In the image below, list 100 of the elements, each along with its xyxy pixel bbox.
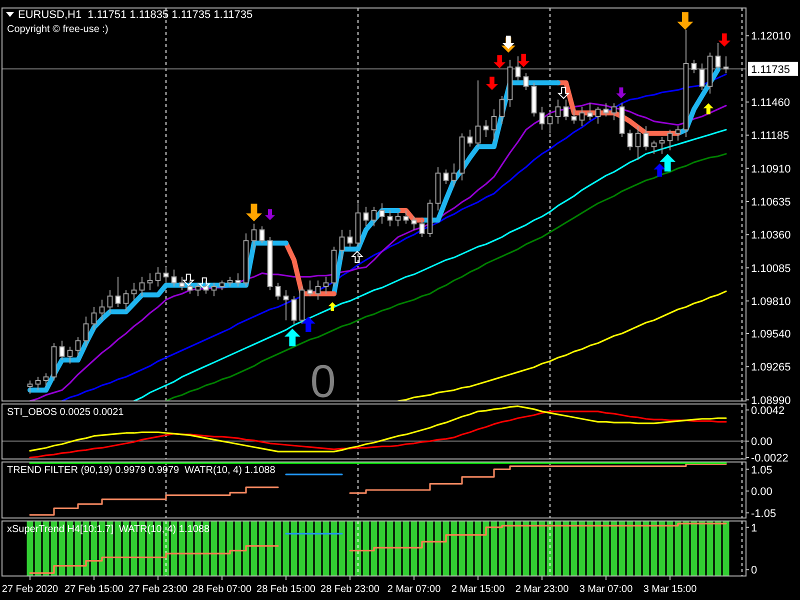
candlestick xyxy=(627,129,633,151)
candlestick xyxy=(563,99,569,121)
candlestick xyxy=(67,346,73,364)
y-tick-label: -1.05 xyxy=(751,508,776,520)
candlestick xyxy=(27,380,33,394)
candlestick xyxy=(107,290,113,314)
x-tick-label: 2 Mar 23:00 xyxy=(515,584,570,595)
y-tick-label: 0.00 xyxy=(751,486,772,498)
candlestick xyxy=(651,140,657,154)
candlestick xyxy=(123,290,129,312)
annotation: 0 xyxy=(310,355,336,407)
candlestick xyxy=(43,372,49,388)
x-tick-label: 27 Feb 2020 xyxy=(2,584,59,595)
y-tick-label: 1.05 xyxy=(751,464,772,476)
candlestick xyxy=(595,106,601,124)
candlestick xyxy=(611,102,617,121)
candlestick xyxy=(419,220,425,238)
candlestick xyxy=(379,202,385,224)
candlestick xyxy=(115,276,121,308)
candlestick xyxy=(179,276,185,291)
candlestick xyxy=(499,96,505,124)
candlestick xyxy=(59,340,65,361)
candlestick xyxy=(307,280,313,297)
chart-title: EURUSD,H1 1.11751 1.11835 1.11735 1.11735 xyxy=(18,9,253,21)
candlestick xyxy=(491,108,497,142)
y-tick-label: 1.09810 xyxy=(751,296,791,308)
candlestick xyxy=(699,62,705,90)
y-tick-label: 1.10635 xyxy=(751,196,791,208)
candlestick xyxy=(187,280,193,294)
candlestick xyxy=(691,59,697,74)
candlestick xyxy=(411,216,417,230)
candlestick xyxy=(235,272,241,287)
candlestick xyxy=(603,102,609,117)
candlestick xyxy=(131,282,137,300)
y-tick-label: 1.08990 xyxy=(751,394,791,407)
candlestick xyxy=(555,99,561,124)
y-tick-label: 1.11185 xyxy=(751,130,790,142)
candlestick xyxy=(659,136,665,154)
candlestick xyxy=(171,269,177,287)
candlestick xyxy=(91,306,97,330)
candlestick xyxy=(195,282,201,297)
candlestick xyxy=(635,126,641,160)
candlestick xyxy=(227,276,233,287)
candlestick xyxy=(587,102,593,121)
y-tick-label: 1.12010 xyxy=(751,30,791,43)
y-tick-label: 1.10360 xyxy=(751,230,791,242)
candlestick xyxy=(211,282,217,297)
x-tick-label: 27 Feb 23:00 xyxy=(128,584,188,595)
candlestick xyxy=(475,80,481,148)
x-tick-label: 2 Mar 15:00 xyxy=(451,584,506,595)
candlestick xyxy=(387,210,393,227)
y-tick-label: 1.09265 xyxy=(751,362,791,374)
candlestick xyxy=(251,223,257,251)
line-series xyxy=(397,290,727,401)
x-tick-label: 27 Feb 15:00 xyxy=(64,584,124,595)
x-tick-label: 28 Feb 07:00 xyxy=(192,584,252,595)
annotation: Copyright © free-use :) xyxy=(7,24,108,35)
ref-line-label: 1.11735 xyxy=(751,64,790,76)
candlestick xyxy=(35,376,41,391)
candlestick xyxy=(467,129,473,148)
x-tick-label: 28 Feb 23:00 xyxy=(320,584,380,595)
candlestick xyxy=(75,336,81,357)
candlestick xyxy=(715,42,721,70)
candlestick xyxy=(643,126,649,151)
x-tick-label: 3 Mar 15:00 xyxy=(643,584,698,595)
candlestick xyxy=(675,126,681,142)
candlestick xyxy=(667,129,673,151)
candlestick xyxy=(147,272,153,291)
candlestick xyxy=(283,290,289,321)
x-tick-label: 28 Feb 15:00 xyxy=(256,584,316,595)
candlestick xyxy=(259,226,265,244)
y-tick-label: 0.0042 xyxy=(751,404,785,417)
y-tick-label: 1 xyxy=(751,522,758,534)
y-tick-label: 1.10085 xyxy=(751,262,791,275)
candlestick xyxy=(315,280,321,300)
y-tick-label: 1.11460 xyxy=(751,97,790,110)
candlestick xyxy=(579,106,585,127)
candlestick xyxy=(403,210,409,224)
y-tick-label: -0.0022 xyxy=(751,452,788,465)
candlestick xyxy=(483,120,489,138)
candlestick xyxy=(363,206,369,227)
candlestick xyxy=(723,56,729,74)
candlestick xyxy=(539,106,545,130)
candlestick xyxy=(523,72,529,90)
chart-title: STI_OBOS 0.0025 0.0021 xyxy=(7,407,124,418)
x-tick-label: 3 Mar 07:00 xyxy=(579,584,634,595)
candlestick xyxy=(83,316,89,348)
y-tick-label: 0 xyxy=(751,564,758,577)
candlestick xyxy=(219,280,225,291)
candlestick xyxy=(155,266,161,287)
candlestick xyxy=(323,276,329,294)
candlestick xyxy=(339,229,345,260)
candlestick xyxy=(395,212,401,227)
candlestick xyxy=(451,163,457,187)
x-tick-label: 2 Mar 07:00 xyxy=(387,584,442,595)
candlestick xyxy=(139,276,145,297)
candlestick xyxy=(275,282,281,300)
candlestick xyxy=(371,206,377,227)
y-tick-label: 1.09540 xyxy=(751,328,791,340)
y-tick-label: 0.00 xyxy=(751,436,772,448)
